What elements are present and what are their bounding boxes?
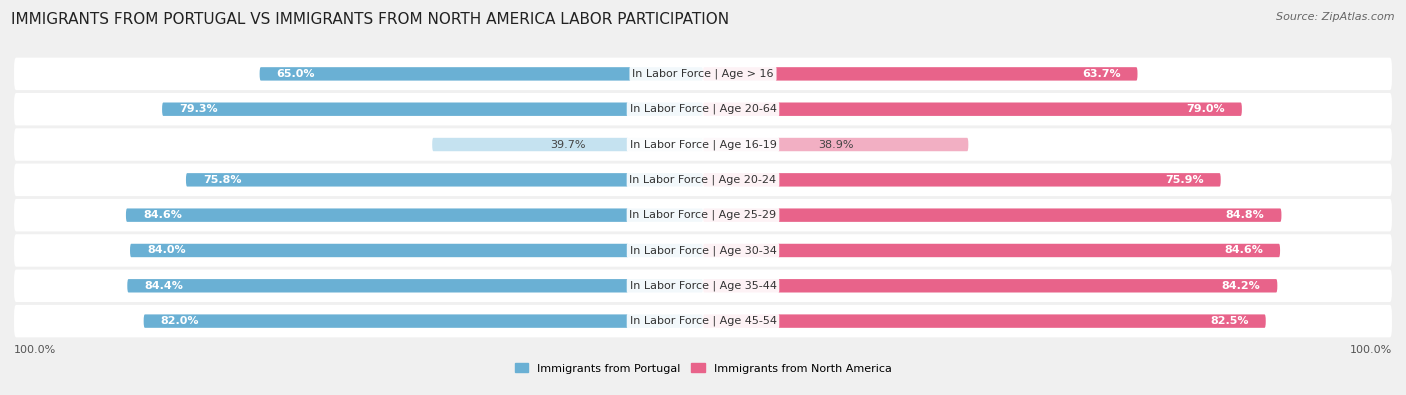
Text: In Labor Force | Age 25-29: In Labor Force | Age 25-29 <box>630 210 776 220</box>
FancyBboxPatch shape <box>703 279 1277 293</box>
Text: 75.9%: 75.9% <box>1166 175 1204 185</box>
Text: 65.0%: 65.0% <box>277 69 315 79</box>
FancyBboxPatch shape <box>14 93 1392 126</box>
FancyBboxPatch shape <box>128 279 703 293</box>
Text: Source: ZipAtlas.com: Source: ZipAtlas.com <box>1277 12 1395 22</box>
Text: 79.3%: 79.3% <box>179 104 218 114</box>
Text: In Labor Force | Age 20-24: In Labor Force | Age 20-24 <box>630 175 776 185</box>
Text: 38.9%: 38.9% <box>818 139 853 150</box>
FancyBboxPatch shape <box>703 244 1279 257</box>
FancyBboxPatch shape <box>14 269 1392 302</box>
Text: 82.0%: 82.0% <box>160 316 200 326</box>
FancyBboxPatch shape <box>703 67 1137 81</box>
FancyBboxPatch shape <box>703 138 969 151</box>
Text: 84.8%: 84.8% <box>1226 210 1264 220</box>
FancyBboxPatch shape <box>703 102 1241 116</box>
Legend: Immigrants from Portugal, Immigrants from North America: Immigrants from Portugal, Immigrants fro… <box>510 359 896 378</box>
FancyBboxPatch shape <box>14 305 1392 337</box>
FancyBboxPatch shape <box>432 138 703 151</box>
FancyBboxPatch shape <box>260 67 703 81</box>
Text: In Labor Force | Age 30-34: In Labor Force | Age 30-34 <box>630 245 776 256</box>
FancyBboxPatch shape <box>14 58 1392 90</box>
Text: 84.6%: 84.6% <box>143 210 181 220</box>
FancyBboxPatch shape <box>14 234 1392 267</box>
FancyBboxPatch shape <box>186 173 703 186</box>
Text: IMMIGRANTS FROM PORTUGAL VS IMMIGRANTS FROM NORTH AMERICA LABOR PARTICIPATION: IMMIGRANTS FROM PORTUGAL VS IMMIGRANTS F… <box>11 12 730 27</box>
FancyBboxPatch shape <box>14 199 1392 231</box>
FancyBboxPatch shape <box>143 314 703 328</box>
FancyBboxPatch shape <box>703 209 1281 222</box>
Text: 63.7%: 63.7% <box>1081 69 1121 79</box>
Text: In Labor Force | Age 35-44: In Labor Force | Age 35-44 <box>630 280 776 291</box>
FancyBboxPatch shape <box>703 314 1265 328</box>
Text: In Labor Force | Age > 16: In Labor Force | Age > 16 <box>633 69 773 79</box>
Text: In Labor Force | Age 16-19: In Labor Force | Age 16-19 <box>630 139 776 150</box>
Text: 75.8%: 75.8% <box>202 175 242 185</box>
FancyBboxPatch shape <box>129 244 703 257</box>
FancyBboxPatch shape <box>14 164 1392 196</box>
Text: 79.0%: 79.0% <box>1187 104 1225 114</box>
Text: 84.2%: 84.2% <box>1222 281 1260 291</box>
Text: In Labor Force | Age 45-54: In Labor Force | Age 45-54 <box>630 316 776 326</box>
FancyBboxPatch shape <box>127 209 703 222</box>
Text: 100.0%: 100.0% <box>1350 345 1392 355</box>
FancyBboxPatch shape <box>14 128 1392 161</box>
FancyBboxPatch shape <box>703 173 1220 186</box>
Text: 84.4%: 84.4% <box>145 281 183 291</box>
Text: In Labor Force | Age 20-64: In Labor Force | Age 20-64 <box>630 104 776 115</box>
FancyBboxPatch shape <box>162 102 703 116</box>
Text: 100.0%: 100.0% <box>14 345 56 355</box>
Text: 82.5%: 82.5% <box>1211 316 1249 326</box>
Text: 84.6%: 84.6% <box>1225 245 1263 256</box>
Text: 39.7%: 39.7% <box>550 139 585 150</box>
Text: 84.0%: 84.0% <box>148 245 186 256</box>
